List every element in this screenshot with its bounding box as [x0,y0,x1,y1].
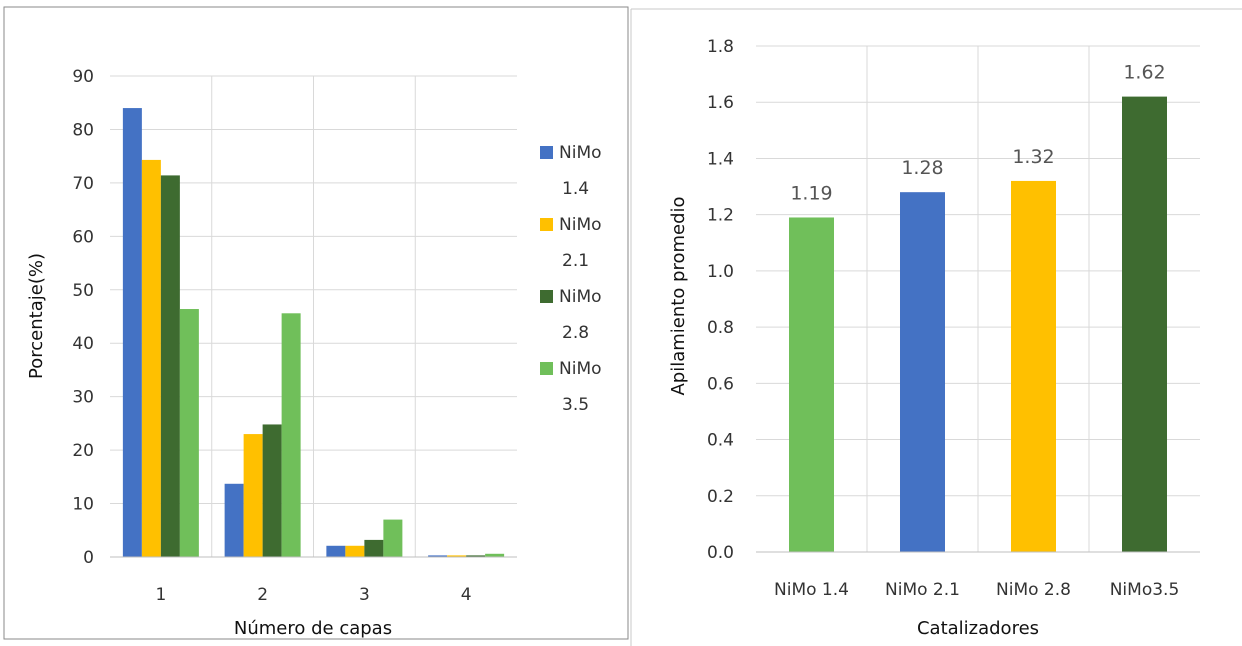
left-x-tick-label: 3 [359,585,370,605]
right-data-label: 1.19 [790,182,832,204]
right-y-tick-label: 0.6 [707,374,734,394]
left-y-tick-label: 30 [72,388,94,408]
left-y-tick-label: 50 [72,281,94,301]
left-x-axis-title: Número de capas [234,618,392,639]
left-x-tick-label: 1 [155,585,166,605]
left-bar [326,545,346,557]
right-y-tick-label: 1.4 [707,149,734,169]
left-bar [383,519,403,557]
left-y-axis-title: Porcentaje(%) [26,253,47,379]
right-x-tick-label: NiMo 1.4 [774,580,849,600]
left-bar [243,434,263,557]
right-bar [789,217,834,552]
left-y-tick-label: 70 [72,174,94,194]
left-y-tick-label: 90 [72,67,94,87]
left-y-tick-label: 0 [83,548,94,568]
left-y-tick-label: 80 [72,120,94,140]
left-bar [466,555,486,557]
left-bar [447,555,467,557]
legend-swatch [540,146,553,159]
right-y-axis-title: Apilamiento promedio [668,196,689,395]
right-y-tick-label: 1.0 [707,262,734,282]
right-bar [1122,96,1167,552]
right-y-tick-label: 0.2 [707,487,734,507]
right-y-tick-label: 0.4 [707,431,734,451]
left-bar [224,483,244,557]
left-bar [485,553,505,557]
right-bar [900,192,945,552]
legend-label-value: 2.1 [562,251,589,271]
right-x-tick-label: NiMo 2.1 [885,580,960,600]
right-data-label: 1.62 [1123,62,1165,84]
left-x-tick-labels: 1 2 3 4 [155,585,471,605]
legend-label: NiMo [559,143,602,163]
left-y-tick-label: 20 [72,441,94,461]
left-legend: NiMo 1.4 NiMo 2.1 NiMo 2.8 NiMo 3.5 [540,143,602,415]
right-data-label: 1.28 [901,157,943,179]
left-panel-frame [3,6,629,640]
right-bar [1011,180,1056,552]
left-x-tick-label: 2 [257,585,268,605]
right-y-tick-label: 1.2 [707,206,734,226]
right-bars [789,96,1167,552]
right-x-tick-label: NiMo 2.8 [996,580,1071,600]
right-y-tick-labels: 0.0 0.2 0.4 0.6 0.8 1.0 1.2 1.4 1.6 1.8 [707,37,734,563]
legend-label: NiMo [559,215,602,235]
left-bar [160,175,180,557]
left-y-tick-label: 40 [72,334,94,354]
left-y-tick-label: 10 [72,495,94,515]
left-bar [262,424,282,557]
legend-label-value: 3.5 [562,395,589,415]
right-data-label: 1.32 [1012,146,1054,168]
right-y-tick-label: 1.6 [707,93,734,113]
legend-label-value: 2.8 [562,323,589,343]
right-y-tick-label: 1.8 [707,37,734,57]
left-bar [122,108,142,558]
legend-swatch [540,362,553,375]
right-data-labels: 1.19 1.28 1.32 1.62 [790,62,1165,205]
right-y-tick-label: 0.8 [707,318,734,338]
left-bar [141,159,161,557]
legend-label: NiMo [559,287,602,307]
left-y-tick-label: 60 [72,227,94,247]
left-bar [179,309,199,557]
left-bars [122,108,505,558]
legend-swatch [540,218,553,231]
left-bar [428,555,448,557]
left-bar [281,313,301,557]
right-x-axis-title: Catalizadores [917,618,1039,639]
right-x-tick-labels: NiMo 1.4 NiMo 2.1 NiMo 2.8 NiMo3.5 [774,580,1179,600]
legend-swatch [540,290,553,303]
left-x-tick-label: 4 [461,585,472,605]
left-y-tick-labels: 0 10 20 30 40 50 60 70 80 90 [72,67,94,568]
right-x-tick-label: NiMo3.5 [1110,580,1180,600]
left-bar [364,539,384,557]
layer-percentage-chart: 0 10 20 30 40 50 60 70 80 90 1 2 3 4 Número de capas… [26,67,602,639]
stacking-average-chart: 0.00.20.40.60.81.01.21.41.61.8 NiMo 1.4 N… [668,37,1200,639]
right-y-tick-label: 0.0 [707,543,734,563]
left-bar [345,545,365,557]
legend-label: NiMo [559,359,602,379]
legend-label-value: 1.4 [562,179,589,199]
